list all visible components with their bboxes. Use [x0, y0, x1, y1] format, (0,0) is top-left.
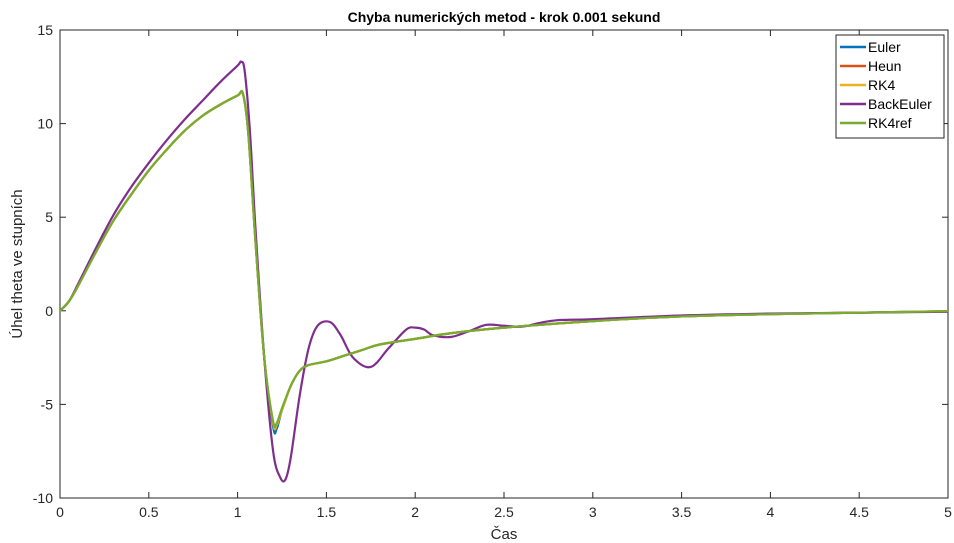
x-tick-label: 2.5 — [494, 504, 514, 520]
x-tick-label: 0 — [56, 504, 64, 520]
series-line-rk4ref — [60, 89, 948, 429]
legend-label: RK4 — [868, 77, 895, 93]
x-tick-label: 1 — [234, 504, 242, 520]
axes-box — [59, 29, 949, 499]
x-tick-label: 4.5 — [849, 504, 869, 520]
chart-title: Chyba numerických metod - krok 0.001 sek… — [348, 9, 661, 25]
plot-area: 0 0.5 1 1.5 2 2.5 3 3.5 4 4.5 5 -10 -5 0 5 10 15 — [33, 22, 952, 520]
x-tick-label: 3 — [589, 504, 597, 520]
legend: Euler Heun RK4 BackEuler RK4ref — [835, 34, 945, 139]
x-tick-label: 3.5 — [672, 504, 692, 520]
series-group — [60, 60, 948, 483]
legend-label: BackEuler — [868, 96, 932, 112]
legend-box — [835, 34, 945, 139]
y-axis-label: Úhel theta ve stupních — [9, 189, 26, 338]
x-tick-label: 4 — [767, 504, 775, 520]
legend-label: RK4ref — [868, 115, 912, 131]
y-tick-label: 15 — [37, 22, 53, 38]
x-tick-label: 2 — [411, 504, 419, 520]
legend-label: Euler — [868, 39, 901, 55]
legend-label: Heun — [868, 58, 901, 74]
x-tick-label: 5 — [944, 504, 952, 520]
y-tick-label: 10 — [37, 116, 53, 132]
y-tick-label: 5 — [45, 209, 53, 225]
x-tick-label: 1.5 — [317, 504, 337, 520]
x-tick-label: 0.5 — [139, 504, 159, 520]
y-tick-label: -5 — [41, 396, 54, 412]
x-axis-label: Čas — [491, 526, 518, 543]
y-tick-label: -10 — [33, 490, 53, 506]
y-tick-label: 0 — [45, 303, 53, 319]
